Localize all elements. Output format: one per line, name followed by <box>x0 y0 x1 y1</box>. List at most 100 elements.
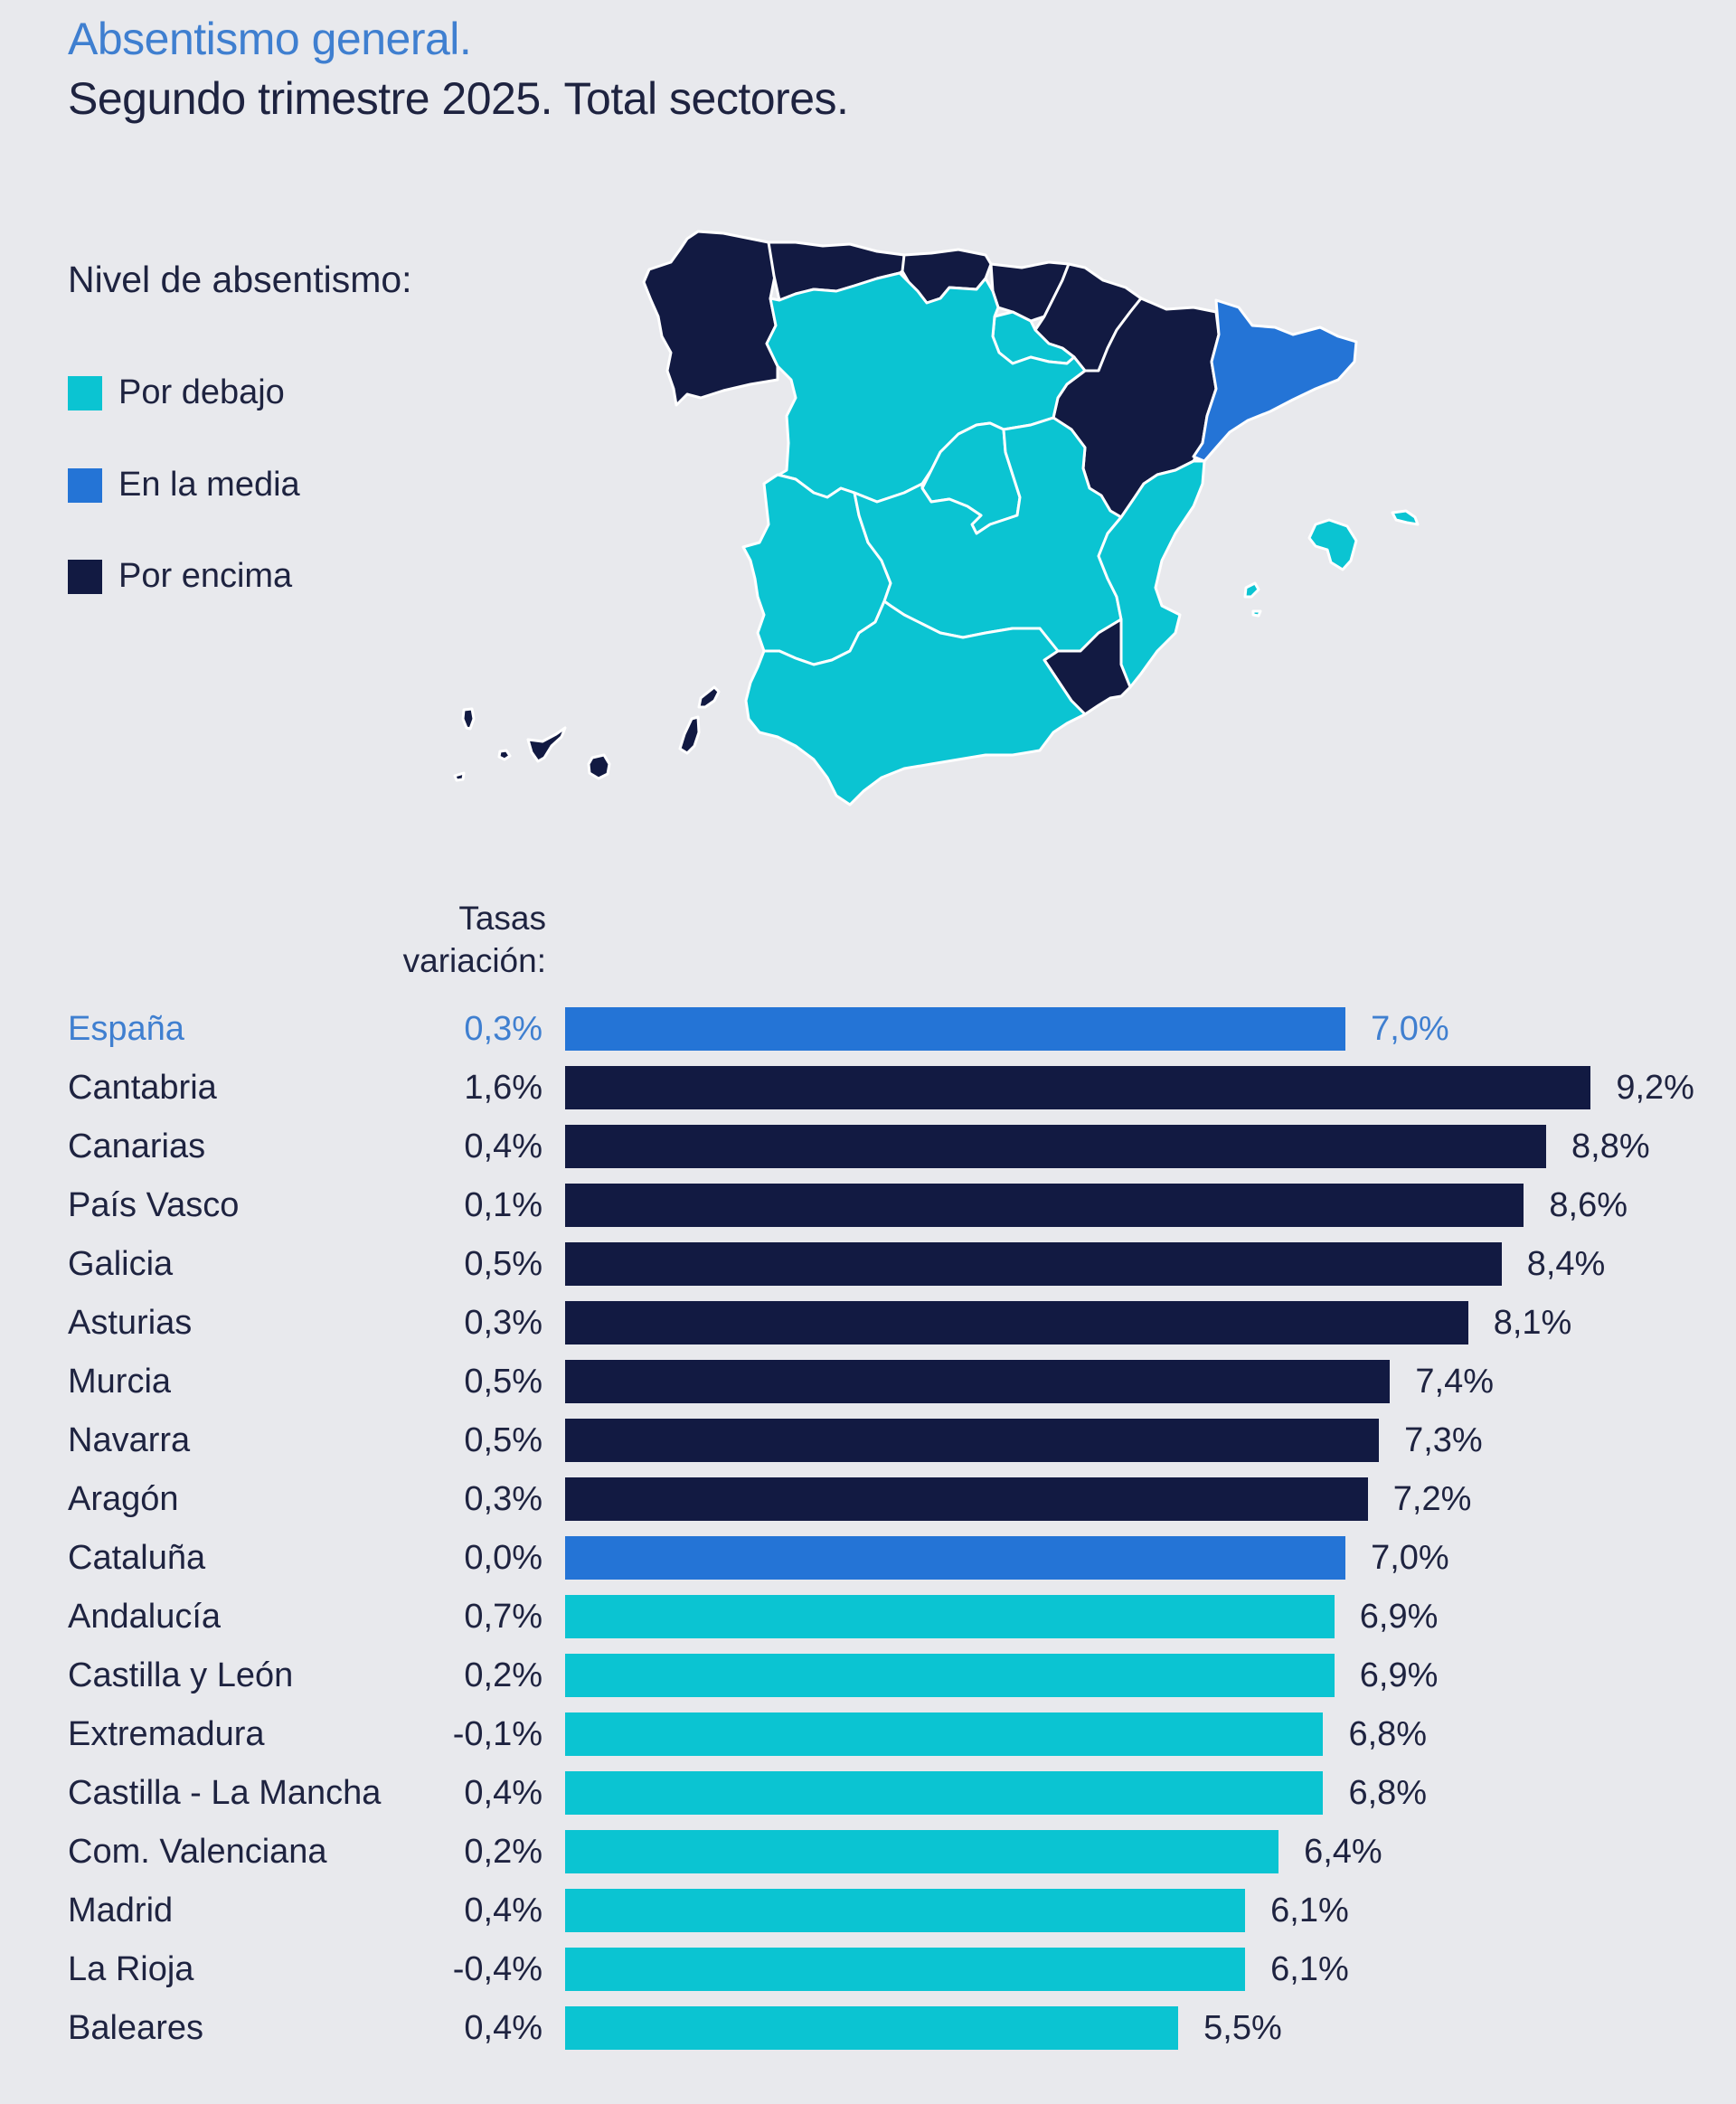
map-region-andalucia <box>744 599 1087 807</box>
bar <box>565 1830 1279 1873</box>
map-region-baleares-menorca <box>1391 509 1420 526</box>
row-region-label: Murcia <box>68 1363 172 1401</box>
map-region-canarias-hierro <box>453 771 466 782</box>
bar <box>565 1301 1468 1344</box>
bar-value-label: 8,6% <box>1549 1186 1628 1224</box>
bar <box>565 1889 1246 1932</box>
map-region-baleares-mallorca <box>1307 518 1358 571</box>
map-region-galicia <box>642 230 779 407</box>
row-region-label: Canarias <box>68 1127 206 1165</box>
bar <box>565 1654 1335 1697</box>
bar-value-label: 6,1% <box>1270 1950 1349 1988</box>
bar <box>565 1360 1391 1403</box>
row-region-label: Aragón <box>68 1480 179 1518</box>
row-region-label: La Rioja <box>68 1950 194 1988</box>
bar-value-label: 7,3% <box>1404 1421 1483 1459</box>
spain-map <box>453 230 1420 807</box>
bar <box>565 1125 1547 1168</box>
legend-swatch-above <box>68 559 102 594</box>
bar-value-label: 7,4% <box>1415 1363 1495 1401</box>
bar-value-label: 6,9% <box>1359 1598 1439 1636</box>
legend-item-average: En la media <box>68 466 300 505</box>
row-region-label: Com. Valenciana <box>68 1833 327 1871</box>
row-region-label: Andalucía <box>68 1598 222 1636</box>
bar-value-label: 6,8% <box>1348 1774 1428 1812</box>
bar-value-label: 6,4% <box>1304 1833 1382 1871</box>
row-variation-label: -0,4% <box>452 1950 542 1988</box>
bar <box>565 1712 1324 1756</box>
row-variation-label: 0,2% <box>464 1833 542 1871</box>
bar-value-label: 6,9% <box>1359 1656 1439 1694</box>
legend-label: Por encima <box>118 557 293 595</box>
bar-value-label: 7,0% <box>1371 1010 1449 1048</box>
bar-value-label: 8,4% <box>1526 1245 1606 1283</box>
legend-label: Por debajo <box>118 373 285 411</box>
map-region-canarias-fuerteventura <box>678 715 701 755</box>
row-region-label: Cataluña <box>68 1539 206 1577</box>
row-variation-label: 0,2% <box>464 1656 542 1694</box>
row-region-label: Extremadura <box>68 1715 265 1753</box>
bar <box>565 1595 1335 1638</box>
row-variation-label: 0,1% <box>464 1186 542 1224</box>
map-region-canarias-tenerife <box>526 726 567 763</box>
row-region-label: Galicia <box>68 1245 174 1283</box>
bar <box>565 1066 1591 1109</box>
row-variation-label: 0,3% <box>464 1010 542 1048</box>
row-region-label: País Vasco <box>68 1186 240 1224</box>
row-region-label: Madrid <box>68 1892 174 1929</box>
map-region-baleares-formentera <box>1251 609 1262 618</box>
row-variation-label: 0,5% <box>464 1245 542 1283</box>
row-variation-label: 0,5% <box>464 1363 542 1401</box>
row-variation-label: 0,4% <box>464 2009 542 2047</box>
bar <box>565 1771 1324 1815</box>
map-region-cataluna <box>1192 298 1358 463</box>
row-variation-label: 0,0% <box>464 1539 542 1577</box>
row-variation-label: -0,1% <box>452 1715 542 1753</box>
bar <box>565 1242 1502 1286</box>
bar-value-label: 7,2% <box>1392 1480 1472 1518</box>
legend-label: En la media <box>118 466 300 504</box>
chart-title: Absentismo general. <box>68 14 472 64</box>
bar <box>565 1536 1346 1580</box>
row-region-label: España <box>68 1010 184 1048</box>
legend-swatch-average <box>68 467 102 503</box>
bar <box>565 1007 1346 1051</box>
legend-title: Nivel de absentismo: <box>68 259 412 300</box>
bar-value-label: 8,8% <box>1571 1127 1650 1165</box>
bar <box>565 1948 1246 1991</box>
row-variation-label: 0,4% <box>464 1127 542 1165</box>
legend-item-below: Por debajo <box>68 373 285 412</box>
row-variation-label: 1,6% <box>464 1069 542 1107</box>
bar-value-label: 9,2% <box>1616 1069 1694 1107</box>
map-region-canarias-grancanaria <box>587 753 611 780</box>
row-variation-label: 0,4% <box>464 1774 542 1812</box>
map-region-canarias-lapalma <box>461 707 476 731</box>
map-region-valenciana <box>1097 459 1206 689</box>
bar <box>565 1184 1524 1227</box>
row-region-label: Navarra <box>68 1421 191 1459</box>
bar <box>565 1419 1380 1462</box>
row-region-label: Castilla y León <box>68 1656 294 1694</box>
bar-value-label: 6,1% <box>1270 1892 1349 1929</box>
bar-value-label: 5,5% <box>1203 2009 1282 2047</box>
row-region-label: Castilla - La Mancha <box>68 1774 382 1812</box>
legend-swatch-below <box>68 375 102 410</box>
row-region-label: Baleares <box>68 2009 203 2047</box>
variation-header-text: Tasas variación: <box>402 900 546 979</box>
bar-value-label: 8,1% <box>1493 1304 1572 1342</box>
map-region-canarias-gomera <box>497 749 512 761</box>
bar <box>565 2006 1179 2050</box>
row-variation-label: 0,3% <box>464 1304 542 1342</box>
bar-value-label: 7,0% <box>1371 1539 1449 1577</box>
map-region-baleares-ibiza <box>1243 581 1260 599</box>
bar <box>565 1477 1368 1521</box>
row-region-label: Cantabria <box>68 1069 217 1107</box>
row-variation-label: 0,4% <box>464 1892 542 1929</box>
variation-header: Tasas variación: <box>344 897 546 982</box>
row-variation-label: 0,5% <box>464 1421 542 1459</box>
row-region-label: Asturias <box>68 1304 193 1342</box>
map-region-canarias-lanzarote <box>697 685 721 709</box>
row-variation-label: 0,7% <box>464 1598 542 1636</box>
chart-subtitle: Segundo trimestre 2025. Total sectores. <box>68 73 849 124</box>
row-variation-label: 0,3% <box>464 1480 542 1518</box>
